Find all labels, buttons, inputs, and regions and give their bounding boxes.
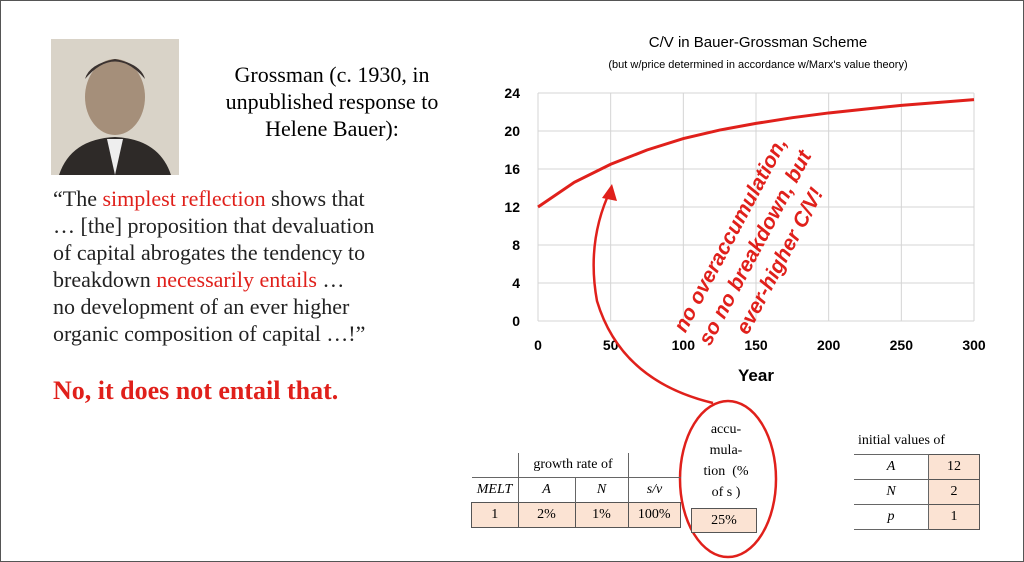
accumulation-value: 25% — [691, 508, 757, 533]
chart-title: C/V in Bauer-Grossman Scheme — [649, 34, 867, 51]
cell: 100% — [627, 502, 681, 528]
arrowhead — [602, 184, 617, 201]
verdict: No, it does not entail that. — [53, 376, 339, 405]
y-tick-label: 16 — [504, 161, 520, 177]
x-tick-label: 200 — [817, 337, 841, 353]
x-tick-label: 0 — [534, 337, 542, 353]
initial-title: initial values of — [858, 433, 946, 448]
quote-line: organic composition of capital …!” — [53, 321, 366, 346]
cell: 1 — [471, 502, 519, 528]
x-tick-label: 300 — [962, 337, 986, 353]
x-tick-label: 50 — [603, 337, 619, 353]
chart-subtitle: (but w/price determined in accordance w/… — [608, 59, 907, 71]
y-tick-label: 20 — [504, 123, 520, 139]
x-tick-label: 250 — [890, 337, 914, 353]
y-tick-label: 8 — [512, 237, 520, 253]
data-line — [537, 98, 975, 209]
column-label: s/v — [627, 477, 681, 503]
accumulation-label: accu- mula- tion (% of s ) — [703, 422, 749, 500]
cell: p — [854, 504, 929, 530]
column-label: MELT — [471, 477, 518, 503]
y-tick-label: 4 — [512, 275, 520, 291]
y-tick-label: 12 — [504, 199, 520, 215]
cell: A — [854, 454, 929, 480]
plot: 0 4 8 12 16 20 24 0 50 100 150 200 250 300 — [504, 85, 985, 353]
x-axis-label: Year — [738, 366, 774, 385]
intro-text: Grossman (c. 1930, in unpublished respon… — [225, 62, 439, 141]
cell: 12 — [928, 454, 980, 480]
y-tick-label: 0 — [512, 313, 520, 329]
quote-emphasis: necessarily entails — [156, 267, 317, 292]
cell: 1% — [574, 502, 629, 528]
column-label: N — [574, 477, 628, 503]
x-tick-label: 100 — [672, 337, 696, 353]
quote-text: … — [316, 267, 345, 292]
quote: “The simplest reflection shows that … [t… — [53, 185, 374, 347]
y-tick-label: 24 — [504, 85, 520, 101]
arrow — [592, 188, 714, 405]
cell: N — [854, 479, 929, 505]
quote-text: shows that — [265, 186, 365, 211]
quote-text: “The — [53, 186, 103, 211]
quote-line: no development of an ever higher — [53, 294, 350, 319]
x-tick-label: 150 — [744, 337, 768, 353]
quote-emphasis: simplest reflection — [102, 186, 266, 211]
column-label: A — [517, 477, 575, 503]
cell: 2% — [517, 502, 576, 528]
header: growth rate of — [517, 453, 628, 478]
portrait — [51, 39, 179, 175]
cell: 2 — [928, 479, 980, 505]
quote-line: of capital abrogates the tendency to — [53, 240, 366, 265]
cell: 1 — [928, 504, 980, 530]
quote-text: breakdown — [53, 267, 157, 292]
quote-line: … [the] proposition that devaluation — [53, 213, 375, 238]
